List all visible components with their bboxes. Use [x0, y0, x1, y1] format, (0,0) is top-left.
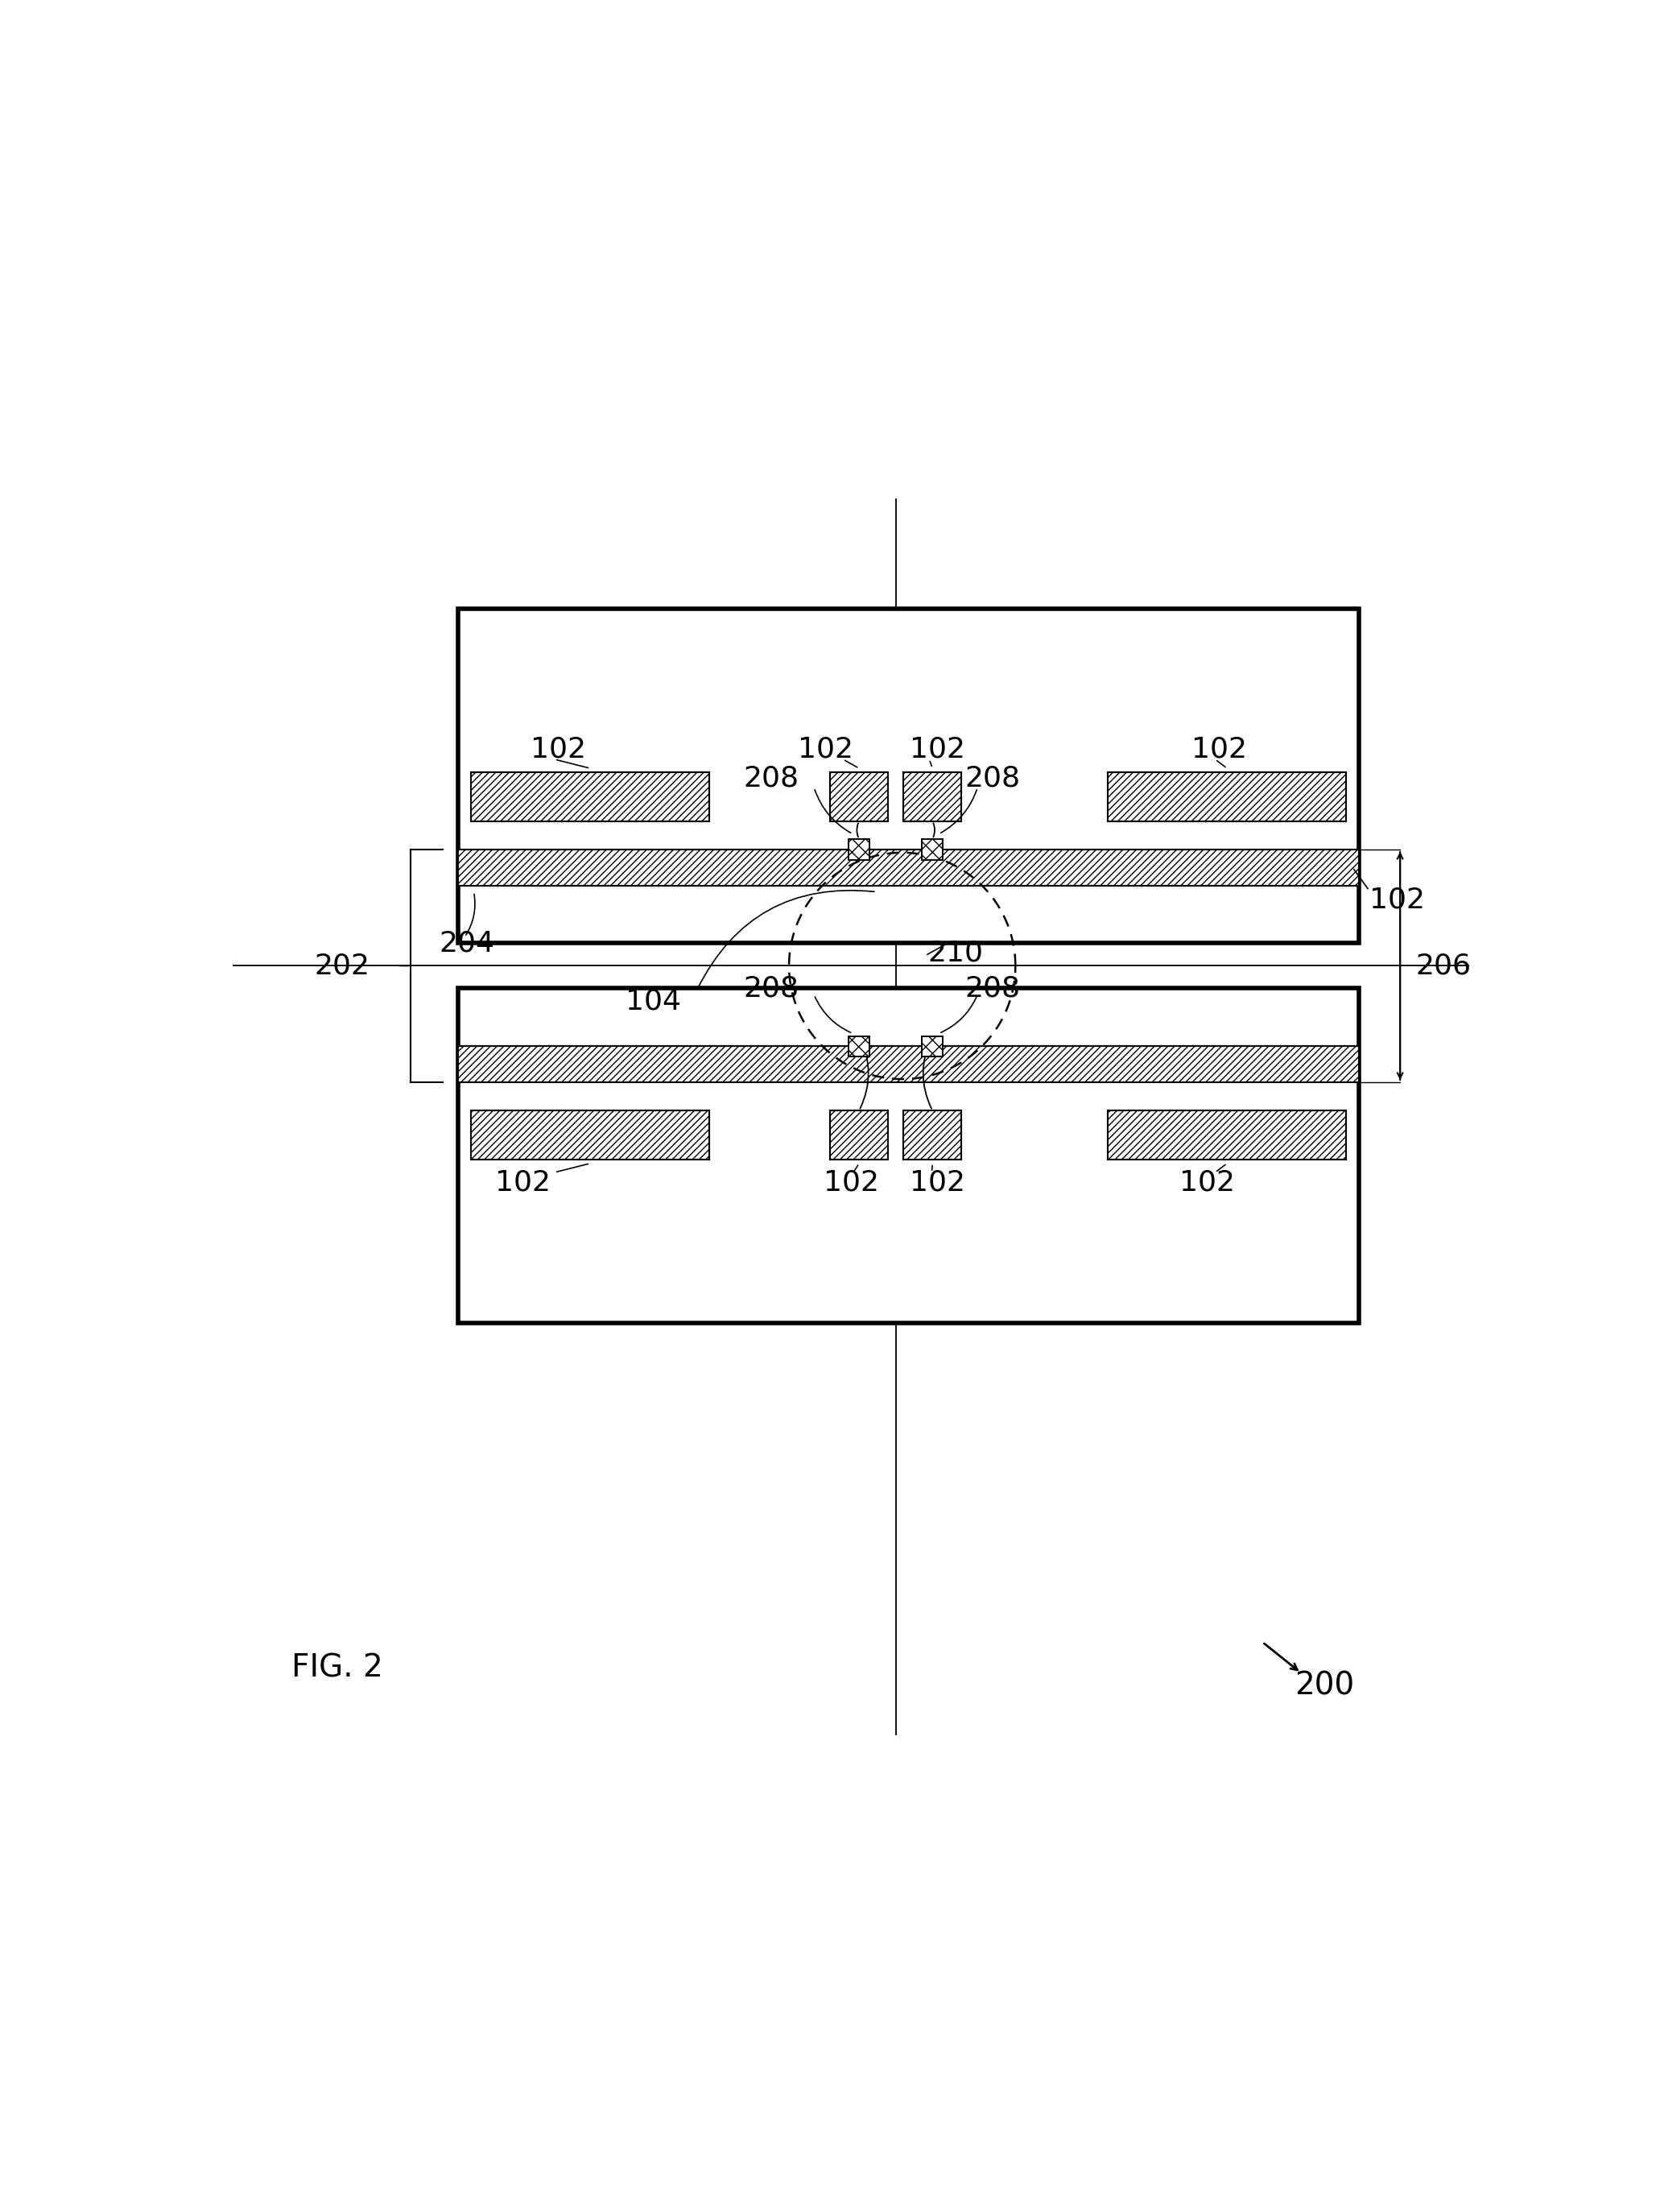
- Bar: [903, 1110, 961, 1159]
- Text: 208: 208: [744, 765, 798, 792]
- Text: 102: 102: [495, 1168, 551, 1197]
- Text: 102: 102: [1369, 885, 1424, 914]
- Bar: [848, 838, 870, 860]
- Bar: [848, 1035, 870, 1057]
- Bar: [471, 772, 709, 821]
- Bar: [1109, 1110, 1346, 1159]
- Text: 104: 104: [626, 987, 681, 1015]
- Text: 200: 200: [1295, 1670, 1355, 1701]
- Bar: [923, 1035, 943, 1057]
- Bar: [830, 772, 888, 821]
- Text: 204: 204: [438, 929, 495, 958]
- Bar: [903, 772, 961, 821]
- Bar: [458, 608, 1360, 942]
- Bar: [830, 1110, 888, 1159]
- Bar: [830, 772, 888, 821]
- Text: 102: 102: [1180, 1168, 1235, 1197]
- Bar: [458, 849, 1360, 885]
- Bar: [923, 838, 943, 860]
- Text: 208: 208: [964, 765, 1021, 792]
- Bar: [458, 989, 1360, 1323]
- Bar: [1109, 1110, 1346, 1159]
- Text: 102: 102: [1192, 734, 1247, 763]
- Text: 202: 202: [314, 951, 370, 980]
- Bar: [1109, 772, 1346, 821]
- Bar: [903, 772, 961, 821]
- Bar: [471, 1110, 709, 1159]
- Text: 206: 206: [1416, 951, 1471, 980]
- Text: 102: 102: [798, 734, 853, 763]
- Bar: [458, 1046, 1360, 1082]
- Bar: [458, 849, 1360, 885]
- Text: 102: 102: [823, 1168, 880, 1197]
- Text: 102: 102: [910, 1168, 966, 1197]
- Bar: [1109, 772, 1346, 821]
- Bar: [923, 1035, 943, 1057]
- Bar: [471, 1110, 709, 1159]
- Text: 210: 210: [928, 940, 983, 967]
- Bar: [458, 1046, 1360, 1082]
- Bar: [471, 772, 709, 821]
- Bar: [923, 838, 943, 860]
- Bar: [848, 838, 870, 860]
- Bar: [848, 1035, 870, 1057]
- Text: 102: 102: [531, 734, 586, 763]
- Text: 208: 208: [964, 975, 1021, 1002]
- Bar: [830, 1110, 888, 1159]
- Text: 102: 102: [910, 734, 966, 763]
- Text: 208: 208: [744, 975, 798, 1002]
- Text: FIG. 2: FIG. 2: [290, 1652, 383, 1683]
- Bar: [903, 1110, 961, 1159]
